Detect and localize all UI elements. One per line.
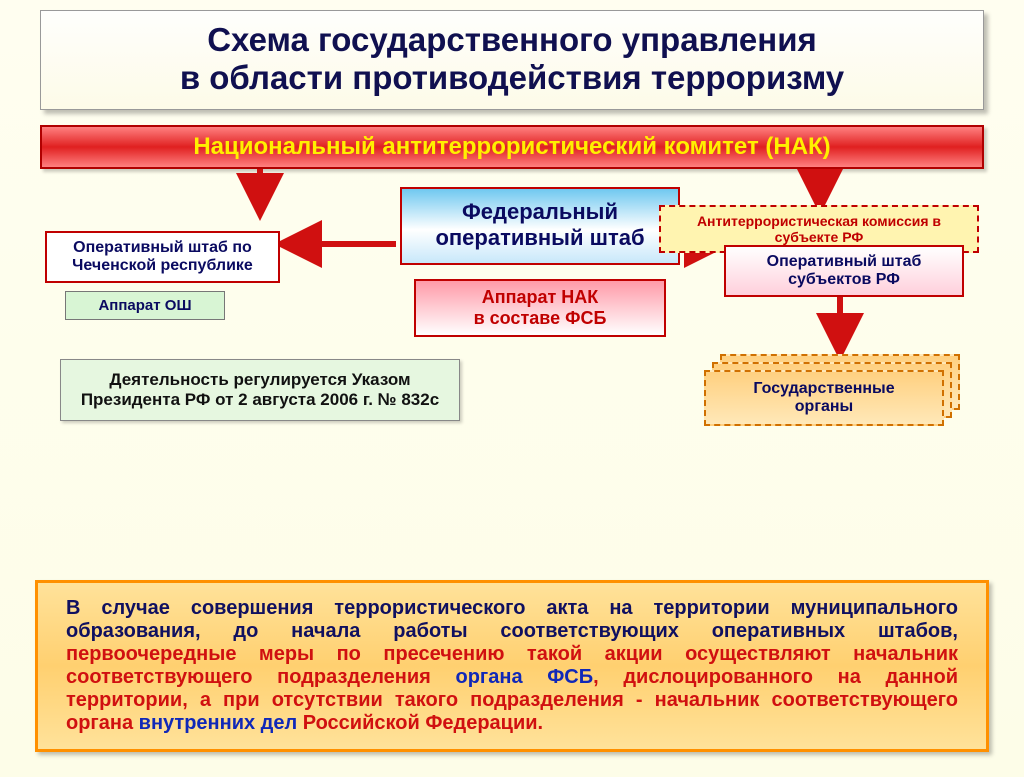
box-federal-hq: Федеральный оперативный штаб <box>400 187 680 265</box>
box-osh-subjects: Оперативный штаб субъектов РФ <box>724 245 964 297</box>
apparat-nak-line2: в составе ФСБ <box>422 308 658 329</box>
gov-line2: органы <box>795 398 853 415</box>
title-line2: в области противодействия терроризму <box>61 59 963 97</box>
decree-line1: Деятельность регулируется Указом <box>109 370 410 389</box>
box-apparat-nak: Аппарат НАК в составе ФСБ <box>414 279 666 337</box>
gov-card-front: Государственные органы <box>704 370 944 426</box>
box-apparat-osh: Аппарат ОШ <box>65 291 225 320</box>
box-decree: Деятельность регулируется Указом Президе… <box>60 359 460 421</box>
box-osh-chechnya: Оперативный штаб по Чеченской республике <box>45 231 280 283</box>
box-gov-organs-stack: Государственные органы Государственные о… <box>704 354 964 416</box>
title-panel: Схема государственного управления в обла… <box>40 10 984 110</box>
bottom-text-panel: В случае совершения террористического ак… <box>35 580 989 752</box>
osh-chech-line1: Оперативный штаб по <box>73 239 252 256</box>
osh-subj-line2: субъектов РФ <box>788 271 900 288</box>
diagram-area: Федеральный оперативный штаб Антитеррори… <box>30 169 994 469</box>
fed-hq-line2: оперативный штаб <box>410 225 670 251</box>
title-line1: Схема государственного управления <box>61 21 963 59</box>
decree-line2: Президента РФ от 2 августа 2006 г. № 832… <box>81 390 439 409</box>
apparat-nak-line1: Аппарат НАК <box>482 287 599 307</box>
gov-line1: Государственные <box>753 380 894 397</box>
osh-chech-line2: Чеченской республике <box>72 257 253 274</box>
fed-hq-line1: Федеральный <box>410 199 670 225</box>
osh-subj-line1: Оперативный штаб <box>767 253 922 270</box>
bottom-text: В случае совершения террористического ак… <box>66 597 958 734</box>
nak-bar: Национальный антитеррористический комите… <box>40 125 984 169</box>
